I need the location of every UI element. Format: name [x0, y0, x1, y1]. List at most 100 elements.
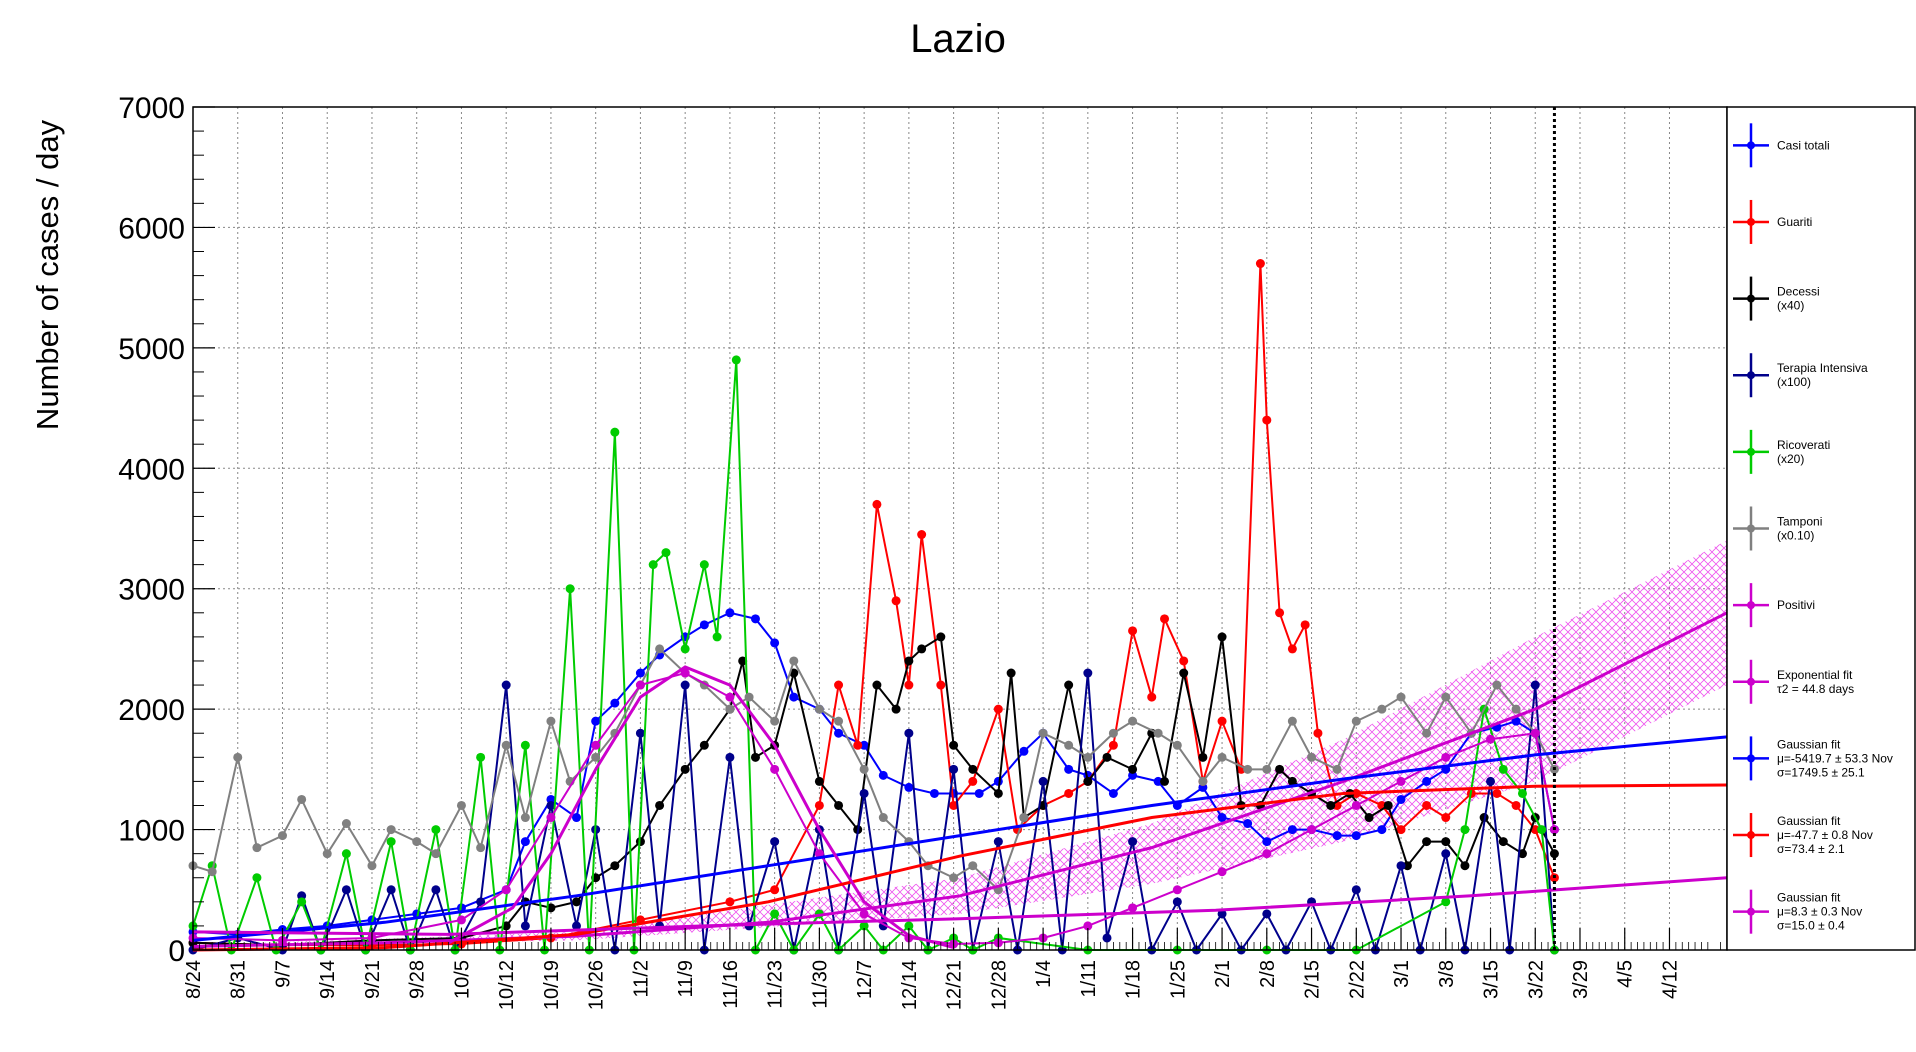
data-point-positivi: [1128, 903, 1138, 913]
legend-label: Guariti: [1777, 215, 1812, 229]
data-point-guariti: [968, 776, 978, 786]
data-point-casi-totali: [770, 638, 780, 648]
data-point-decessi-x40: [699, 740, 709, 750]
data-point-casi-totali: [904, 782, 914, 792]
data-point-tamponi-x0-10: [1019, 813, 1029, 823]
data-point-decessi-x40: [1198, 752, 1208, 762]
data-point-guariti: [834, 680, 844, 690]
data-point-decessi-x40: [1102, 752, 1112, 762]
data-point-terapia-intensiva-x100: [993, 837, 1003, 847]
data-point-guariti: [1255, 259, 1265, 269]
data-point-tamponi-x0-10: [1492, 680, 1502, 690]
data-point-terapia-intensiva-x100: [501, 680, 511, 690]
x-tick-label: 1/11: [1078, 960, 1100, 997]
data-point-ricoverati-x20: [476, 752, 486, 762]
y-tick-label: 5000: [118, 333, 185, 366]
data-point-casi-totali: [859, 740, 869, 750]
data-point-terapia-intensiva-x100: [904, 728, 914, 738]
data-point-decessi-x40: [1064, 680, 1074, 690]
legend-label: Decessi: [1777, 285, 1820, 299]
data-point-guariti: [1217, 716, 1227, 726]
data-point-tamponi-x0-10: [367, 861, 377, 871]
x-tick-label: 12/28: [988, 960, 1010, 1010]
data-point-guariti: [1422, 800, 1432, 810]
legend-marker-dot: [1747, 371, 1755, 380]
data-point-casi-totali: [1108, 788, 1118, 798]
data-point-ricoverati-x20: [770, 909, 780, 919]
data-point-casi-totali: [750, 614, 760, 624]
data-point-tamponi-x0-10: [814, 704, 824, 714]
x-tick-label: 2/22: [1346, 960, 1368, 999]
y-tick-label: 6000: [118, 212, 185, 245]
x-tick-label: 12/14: [899, 960, 921, 1010]
data-point-decessi-x40: [572, 897, 581, 907]
data-point-tamponi-x0-10: [1511, 704, 1521, 714]
data-point-tamponi-x0-10: [878, 813, 888, 823]
data-point-casi-totali: [834, 728, 844, 738]
fit-curve: [192, 611, 1728, 948]
x-tick-label: 4/5: [1615, 960, 1637, 988]
data-point-terapia-intensiva-x100: [341, 885, 351, 895]
legend-marker-dot: [1747, 601, 1755, 610]
data-point-guariti: [1287, 644, 1297, 654]
x-tick-label: 9/14: [317, 960, 339, 999]
x-tick-label: 3/15: [1481, 960, 1503, 999]
data-point-casi-totali: [878, 770, 888, 780]
data-point-decessi-x40: [1402, 861, 1412, 871]
data-point-guariti: [936, 680, 946, 690]
x-tick-label: 10/5: [451, 960, 473, 999]
x-tick-label: 3/22: [1525, 960, 1547, 999]
y-tick-label: 4000: [118, 453, 185, 486]
data-point-tamponi-x0-10: [386, 825, 396, 835]
data-point-positivi: [1351, 800, 1361, 810]
x-tick-label: 2/15: [1302, 960, 1324, 999]
data-point-tamponi-x0-10: [1153, 728, 1163, 738]
data-point-tamponi-x0-10: [1128, 716, 1138, 726]
data-point-decessi-x40: [1179, 668, 1189, 678]
data-point-ricoverati-x20: [661, 548, 671, 558]
data-point-tamponi-x0-10: [341, 819, 351, 829]
x-tick-label: 10/26: [586, 960, 608, 1010]
legend-marker-dot: [1747, 447, 1755, 456]
data-point-terapia-intensiva-x100: [1486, 776, 1496, 786]
y-tick-label: 0: [168, 935, 185, 968]
data-point-decessi-x40: [680, 764, 690, 774]
legend-label: Positivi: [1777, 598, 1815, 612]
data-point-guariti: [872, 499, 882, 509]
data-point-ricoverati-x20: [1517, 788, 1527, 798]
data-point-tamponi-x0-10: [277, 831, 287, 841]
data-point-decessi-x40: [610, 861, 620, 871]
data-point-guariti: [1396, 825, 1406, 835]
data-point-guariti: [1530, 825, 1540, 835]
legend: Casi totali Guariti Decessi(x40) Terapia In…: [1726, 106, 1916, 951]
x-tick-label: 8/31: [228, 960, 250, 999]
data-point-tamponi-x0-10: [1217, 752, 1227, 762]
x-tick-label: 3/29: [1570, 960, 1592, 999]
legend-label: Terapia Intensiva: [1777, 361, 1868, 375]
legend-marker-dot: [1747, 217, 1755, 226]
data-point-ricoverati-x20: [699, 560, 709, 570]
data-point-ricoverati-x20: [680, 644, 690, 654]
legend-marker-dot: [1747, 294, 1755, 303]
legend-label: (x40): [1777, 299, 1804, 313]
data-point-ricoverati-x20: [386, 837, 396, 847]
data-point-decessi-x40: [1422, 837, 1432, 847]
data-point-decessi-x40: [655, 800, 665, 810]
data-point-guariti: [904, 680, 914, 690]
x-tick-label: 10/12: [496, 960, 518, 1010]
data-point-decessi-x40: [936, 632, 946, 642]
data-point-decessi-x40: [904, 656, 914, 666]
data-point-ricoverati-x20: [1460, 825, 1470, 835]
data-point-terapia-intensiva-x100: [1396, 861, 1406, 871]
data-point-casi-totali: [929, 788, 939, 798]
data-point-tamponi-x0-10: [252, 843, 262, 853]
data-point-terapia-intensiva-x100: [520, 921, 530, 931]
data-point-casi-totali: [1064, 764, 1074, 774]
data-point-casi-totali: [1243, 819, 1253, 829]
legend-label: Gaussian fit: [1777, 891, 1841, 905]
data-point-decessi-x40: [1128, 764, 1138, 774]
x-tick-label: 11/30: [809, 960, 831, 1009]
data-point-tamponi-x0-10: [1262, 764, 1272, 774]
data-point-tamponi-x0-10: [1396, 692, 1406, 702]
